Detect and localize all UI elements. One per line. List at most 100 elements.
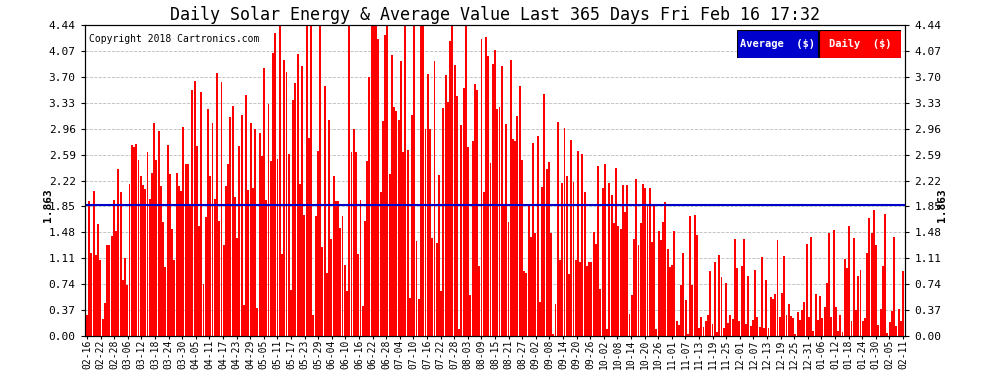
Bar xyxy=(795,334,796,336)
Bar xyxy=(288,154,290,336)
Bar xyxy=(221,82,223,336)
Bar xyxy=(322,248,324,336)
Bar xyxy=(880,309,882,336)
Bar xyxy=(765,280,767,336)
Bar xyxy=(429,129,431,336)
Bar xyxy=(425,129,427,336)
Bar xyxy=(279,24,281,336)
Bar xyxy=(770,297,772,336)
Bar xyxy=(337,201,339,336)
Bar xyxy=(660,240,662,336)
Bar xyxy=(801,310,803,336)
Bar xyxy=(533,143,534,336)
Bar xyxy=(734,240,736,336)
Bar xyxy=(761,257,762,336)
Bar xyxy=(902,271,904,336)
Bar xyxy=(741,266,742,336)
Bar xyxy=(700,317,702,336)
Bar xyxy=(127,285,129,336)
Bar xyxy=(487,57,489,336)
Bar xyxy=(456,96,457,336)
Bar xyxy=(788,304,790,336)
Bar xyxy=(510,60,512,336)
Bar xyxy=(590,262,592,336)
Bar xyxy=(258,133,260,336)
Bar xyxy=(223,245,225,336)
Bar xyxy=(478,266,480,336)
Bar xyxy=(352,129,354,336)
Bar xyxy=(822,318,824,336)
Bar xyxy=(395,111,397,336)
Bar xyxy=(843,260,845,336)
Bar xyxy=(584,192,586,336)
Bar xyxy=(640,223,642,336)
Bar xyxy=(550,233,552,336)
Bar xyxy=(113,200,115,336)
Bar xyxy=(254,129,256,336)
Bar xyxy=(171,230,173,336)
Bar xyxy=(294,83,296,336)
Bar xyxy=(214,199,216,336)
Bar xyxy=(781,293,783,336)
Bar xyxy=(136,144,138,336)
Bar xyxy=(732,319,734,336)
Bar xyxy=(99,260,101,336)
Bar xyxy=(357,254,359,336)
Bar xyxy=(122,280,124,336)
Bar xyxy=(230,117,232,336)
Bar xyxy=(391,55,393,336)
Bar xyxy=(767,328,769,336)
Bar xyxy=(685,300,686,336)
Bar xyxy=(86,315,88,336)
Bar xyxy=(249,123,251,336)
Bar xyxy=(469,295,471,336)
Bar xyxy=(187,164,189,336)
Bar xyxy=(398,120,400,336)
Bar xyxy=(133,147,135,336)
Bar xyxy=(198,226,200,336)
Bar xyxy=(508,222,510,336)
Text: Copyright 2018 Cartronics.com: Copyright 2018 Cartronics.com xyxy=(89,34,259,44)
Bar xyxy=(445,75,446,336)
Bar xyxy=(861,321,863,336)
Bar xyxy=(414,24,415,336)
Bar xyxy=(749,326,751,336)
Bar xyxy=(409,298,411,336)
Bar xyxy=(804,302,806,336)
Bar xyxy=(194,81,195,336)
Bar xyxy=(739,321,741,336)
Bar xyxy=(882,266,884,336)
Bar xyxy=(828,234,830,336)
Bar xyxy=(826,284,828,336)
Bar xyxy=(108,245,110,336)
Bar xyxy=(359,200,361,336)
Bar xyxy=(561,183,563,336)
Bar xyxy=(418,298,420,336)
Bar xyxy=(586,266,588,336)
Bar xyxy=(503,206,505,336)
Bar xyxy=(774,294,776,336)
Bar xyxy=(547,162,549,336)
Bar xyxy=(90,253,92,336)
Bar xyxy=(742,238,744,336)
Bar xyxy=(842,332,843,336)
Bar xyxy=(160,186,162,336)
Bar xyxy=(873,210,875,336)
Bar xyxy=(855,310,857,336)
Bar xyxy=(326,273,328,336)
Bar xyxy=(246,95,248,336)
Bar xyxy=(175,173,177,336)
Bar xyxy=(180,191,182,336)
Bar xyxy=(115,231,117,336)
Bar xyxy=(166,146,168,336)
Bar xyxy=(833,230,835,336)
Bar xyxy=(361,306,363,336)
Bar xyxy=(496,109,498,336)
Bar xyxy=(364,221,366,336)
Bar xyxy=(306,24,308,336)
Bar xyxy=(285,72,287,336)
Bar xyxy=(375,24,377,336)
Bar xyxy=(270,161,271,336)
Bar xyxy=(662,222,664,336)
Bar xyxy=(568,274,570,336)
